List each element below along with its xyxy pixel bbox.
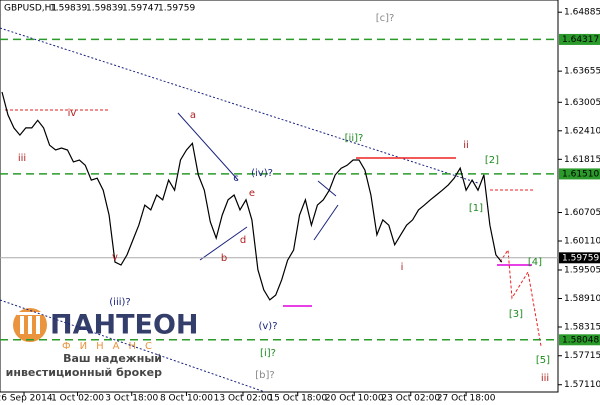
level-label: 1.61510 xyxy=(562,169,599,179)
ohlc-value: 1.59839 xyxy=(86,4,123,14)
y-tick-label: 1.59505 xyxy=(564,265,600,275)
wave-label: [4] xyxy=(528,257,542,268)
forecast-path xyxy=(499,248,542,347)
wave-label: (v)? xyxy=(258,321,277,332)
wave-label: d xyxy=(240,235,246,246)
wave-label: ii xyxy=(463,140,469,151)
logo-brand: ПАНТЕОН xyxy=(50,310,199,341)
x-tick-label: 15 Oct 18:00 xyxy=(268,394,327,404)
level-label-bg xyxy=(559,33,600,45)
wave-label: iv xyxy=(68,108,77,119)
y-tick-label: 1.60705 xyxy=(564,208,600,218)
wave-label: e xyxy=(249,188,255,199)
wave-line xyxy=(317,180,337,197)
level-label-bg xyxy=(559,334,600,346)
ohlc-value: 1.59747 xyxy=(122,4,159,14)
level-label: 1.64317 xyxy=(562,35,599,45)
wave-label: [5] xyxy=(536,355,550,366)
wave-label: b xyxy=(221,253,227,264)
x-tick-label: 8 Oct 10:00 xyxy=(160,394,213,404)
logo-sub: ФИНАНС xyxy=(62,341,161,352)
wave-label: v xyxy=(112,252,118,263)
x-tick-label: 3 Oct 18:00 xyxy=(105,394,158,404)
wave-label: (iii)? xyxy=(109,297,130,308)
y-tick-label: 1.62410 xyxy=(564,126,600,136)
wave-label: (iv)? xyxy=(251,168,273,179)
x-tick-label: 1 Oct 02:00 xyxy=(51,394,104,404)
y-tick-label: 1.61815 xyxy=(564,155,600,165)
logo-column xyxy=(28,316,32,334)
trend-line xyxy=(0,299,266,393)
x-tick-label: 13 Oct 02:00 xyxy=(214,394,273,404)
logo-column xyxy=(36,316,40,334)
wave-label: c xyxy=(233,173,239,184)
y-tick-label: 1.58315 xyxy=(564,322,600,332)
y-tick-label: 1.64885 xyxy=(564,8,600,18)
y-tick-label: 1.57110 xyxy=(564,380,600,390)
price-line xyxy=(1,91,503,301)
logo-line: инвестиционный брокер xyxy=(6,366,162,379)
x-tick-label: 20 Oct 10:00 xyxy=(325,394,384,404)
wave-label: a xyxy=(190,110,196,121)
chart-title: GBPUSD,H1 xyxy=(4,4,57,14)
wave-label: [ii]? xyxy=(345,133,364,144)
wave-label: iii xyxy=(18,153,26,164)
y-tick-label: 1.60110 xyxy=(564,236,600,246)
current-price-bg xyxy=(559,252,600,264)
wave-label: [3] xyxy=(509,309,523,320)
y-tick-label: 1.58910 xyxy=(564,294,600,304)
logo-column xyxy=(20,316,24,334)
wave-label: [c]? xyxy=(376,13,395,24)
wave-line xyxy=(177,112,239,181)
wave-label: [b]? xyxy=(255,370,274,381)
level-label: 1.58048 xyxy=(562,335,599,345)
wave-line xyxy=(313,204,339,241)
wave-label: [1] xyxy=(469,203,483,214)
wave-label: [2] xyxy=(485,155,499,166)
y-tick-label: 1.63655 xyxy=(564,67,600,77)
level-label-bg xyxy=(559,168,600,180)
x-tick-label: 23 Oct 02:00 xyxy=(381,394,440,404)
current-price-label: 1.59759 xyxy=(562,253,599,263)
drawings xyxy=(0,27,542,393)
ohlc-value: 1.59759 xyxy=(158,4,195,14)
wave-line xyxy=(199,226,248,261)
wave-label: iii xyxy=(541,373,549,384)
wave-label: [i]? xyxy=(260,348,276,359)
y-tick-label: 1.57715 xyxy=(564,351,600,361)
logo-line: Ваш надежный xyxy=(63,352,162,365)
wave-label: i xyxy=(401,262,404,273)
logo: ПАНТЕОН ФИНАНС Ваш надежный инвестиционн… xyxy=(6,308,199,379)
ohlc-value: 1.59839 xyxy=(50,4,87,14)
plot-frame xyxy=(0,0,559,393)
x-tick-label: 27 Oct 18:00 xyxy=(437,394,496,404)
y-tick-label: 1.63005 xyxy=(564,98,600,108)
x-tick-label: 26 Sep 2014 xyxy=(0,394,53,404)
logo-roof xyxy=(17,312,43,315)
